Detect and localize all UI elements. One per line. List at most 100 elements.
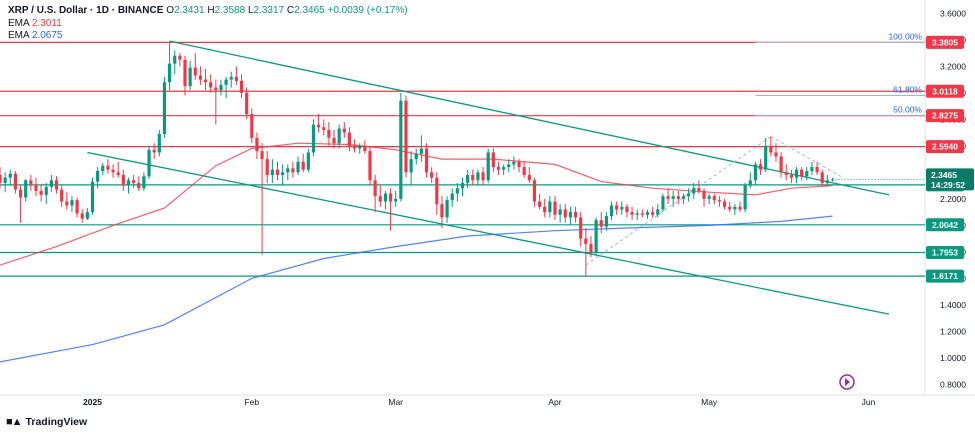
- candle: [604, 212, 608, 231]
- candle: [764, 137, 768, 173]
- low-label: L: [247, 5, 254, 16]
- candle: [635, 209, 639, 221]
- candle-body: [599, 220, 603, 227]
- candle-body: [106, 165, 110, 170]
- candle: [347, 127, 352, 152]
- candle-body: [142, 176, 146, 189]
- candle-body: [116, 172, 120, 175]
- candle-body: [568, 212, 573, 218]
- replay-icon-ring: [839, 374, 855, 390]
- candle-body: [471, 174, 475, 181]
- candle-body: [409, 159, 413, 173]
- candle: [702, 188, 706, 207]
- candle: [722, 198, 727, 210]
- candle: [60, 185, 64, 207]
- candle: [594, 217, 598, 255]
- change-value: +0.0039 (+0.17%): [327, 5, 408, 16]
- candle-body: [229, 76, 233, 80]
- candle-body: [101, 165, 105, 172]
- candle-body: [779, 156, 783, 173]
- candle-body: [810, 167, 814, 172]
- candle: [378, 185, 382, 207]
- candle: [363, 140, 367, 154]
- candle-body: [671, 196, 675, 199]
- candle: [80, 209, 84, 223]
- candle-body: [167, 63, 172, 83]
- candle: [178, 53, 182, 67]
- x-tick-label: Mar: [388, 397, 403, 407]
- legend-ema-fast-row[interactable]: EMA 2.3011: [8, 18, 408, 31]
- trendline: [87, 151, 890, 315]
- candle-body: [419, 148, 423, 154]
- candle-body: [183, 59, 187, 87]
- legend-ema-slow-row[interactable]: EMA 2.0675: [8, 30, 408, 43]
- candle-body: [270, 169, 274, 175]
- candle: [0, 167, 2, 189]
- candle: [255, 132, 259, 160]
- candle-body: [712, 196, 716, 201]
- candle: [8, 169, 12, 186]
- candle-body: [70, 200, 74, 206]
- candle: [537, 193, 542, 210]
- candle-body: [466, 174, 470, 183]
- candle: [609, 201, 614, 221]
- tradingview-logo[interactable]: ■▲ TradingView: [6, 416, 87, 428]
- open-label: O: [166, 5, 174, 16]
- candle-body: [152, 149, 156, 153]
- candle: [460, 177, 465, 197]
- candle: [589, 235, 593, 258]
- candle-body: [0, 174, 2, 183]
- candle: [753, 161, 758, 186]
- candle-body: [306, 152, 310, 170]
- candle-body: [584, 238, 588, 244]
- candle-body: [558, 209, 562, 215]
- candle: [245, 87, 249, 120]
- level-badge-label: 3.3805: [932, 37, 958, 47]
- candle-body: [681, 196, 686, 199]
- close-label: C: [286, 5, 295, 16]
- candle: [810, 161, 814, 175]
- candle-body: [553, 201, 557, 215]
- candle-body: [383, 193, 388, 202]
- candle: [666, 188, 670, 205]
- candle: [676, 190, 680, 205]
- candle-body: [486, 152, 490, 181]
- candle: [358, 143, 362, 154]
- candle-body: [301, 161, 305, 170]
- candle: [491, 148, 495, 173]
- replay-icon[interactable]: [839, 374, 855, 390]
- candle: [800, 167, 804, 181]
- symbol-title[interactable]: XRP / U.S. Dollar · 1D · BINANCE: [8, 5, 164, 16]
- candle-body: [96, 171, 100, 182]
- candle-body: [8, 173, 12, 178]
- candle: [229, 71, 233, 88]
- candle-body: [3, 177, 7, 183]
- candle-body: [507, 164, 511, 168]
- ema-slow-value: 2.0675: [31, 30, 63, 41]
- candle: [3, 172, 7, 193]
- candle: [615, 201, 619, 215]
- candle-body: [707, 196, 711, 199]
- chart-legend: XRP / U.S. Dollar · 1D · BINANCE O2.3431…: [8, 5, 408, 43]
- candle: [476, 169, 480, 186]
- candle: [198, 66, 203, 85]
- candle-body: [722, 201, 727, 207]
- replay-icon-arrow: [845, 378, 850, 386]
- candle-body: [265, 159, 269, 175]
- candle-body: [157, 133, 161, 153]
- candle: [584, 228, 588, 276]
- candle: [239, 74, 244, 99]
- candle-body: [188, 67, 192, 87]
- current-price-label: 2.3465: [931, 170, 957, 180]
- level-badge-label: 3.0118: [932, 86, 958, 96]
- candle-body: [825, 180, 829, 183]
- trendline: [585, 136, 772, 266]
- candle: [784, 164, 788, 181]
- candle-body: [260, 151, 264, 160]
- candle: [728, 201, 732, 213]
- candle: [599, 212, 603, 234]
- candle-body: [80, 213, 84, 219]
- candle-body: [399, 100, 403, 199]
- candle: [270, 159, 274, 183]
